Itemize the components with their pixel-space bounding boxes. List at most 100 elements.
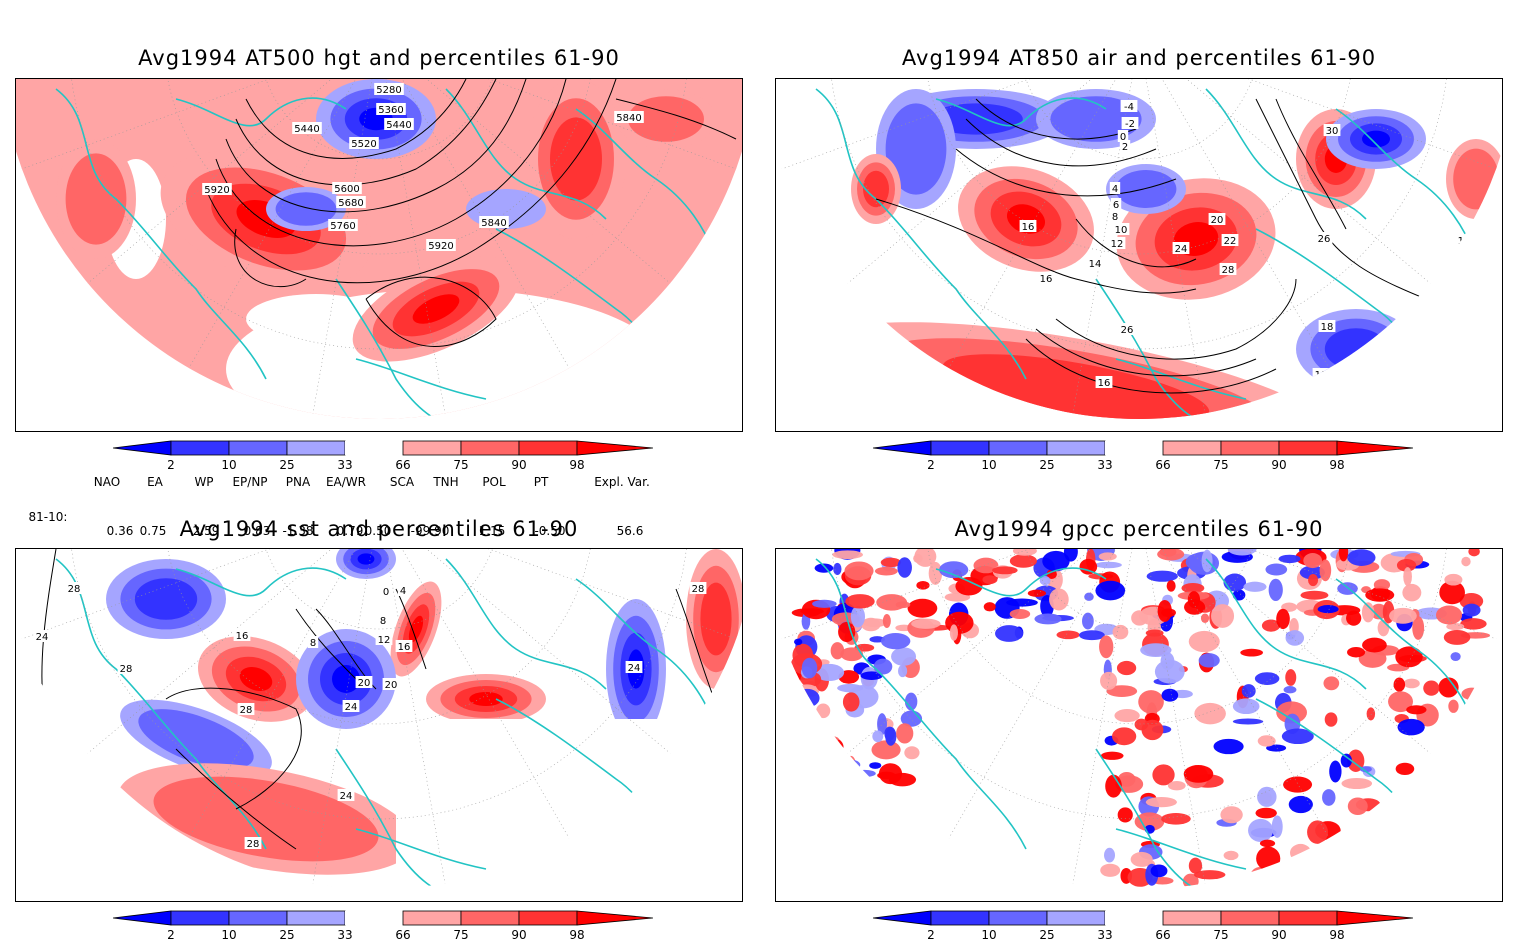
contour-label: 0 <box>383 587 389 598</box>
colorbar-swatch <box>1220 910 1280 926</box>
colorbar-swatch <box>460 910 520 926</box>
index-value: 0.36 <box>106 524 134 538</box>
contour-label: 18 <box>1321 322 1334 333</box>
contour-label: 20 <box>385 680 398 691</box>
colorbar-swatch <box>170 440 230 456</box>
index-value: 56.6 <box>616 524 644 538</box>
contour-label-bg <box>1208 213 1226 225</box>
colorbar-swatch <box>228 910 288 926</box>
contour-label-bg <box>1315 232 1333 244</box>
contour-label-bg <box>292 122 322 134</box>
contour-label-bg <box>1109 210 1121 222</box>
contour-label-bg <box>1323 124 1341 136</box>
colorbar-swatch <box>228 440 288 456</box>
contour-label: 20 <box>358 678 371 689</box>
contour-label: 28 <box>247 839 260 850</box>
colorbar-swatch <box>286 440 346 456</box>
colorbar-swatch <box>1162 910 1222 926</box>
contour-label: 28 <box>68 584 81 595</box>
colorbar-tick-label: 98 <box>569 928 585 942</box>
index-header: TNH <box>433 475 459 489</box>
contour-label: 16 <box>1098 378 1111 389</box>
colorbar-swatch <box>576 910 653 926</box>
contour-label-bg <box>1037 272 1055 284</box>
index-header: POL <box>482 475 506 489</box>
colorbar-swatch <box>402 910 462 926</box>
colorbar-swatches <box>113 910 653 926</box>
contour-label: 5280 <box>376 85 401 96</box>
colorbar-tick-label: 25 <box>1039 928 1055 942</box>
contour-label: 5840 <box>481 218 506 229</box>
contour-label-bg <box>1219 263 1237 275</box>
map-air850: -4-2024681012141616161616181820222426262… <box>775 78 1503 432</box>
contour-label-bg <box>237 703 255 715</box>
map-gpcc <box>775 548 1503 902</box>
colorbar-tick-label: 90 <box>1271 458 1287 472</box>
contour-label-bg <box>376 103 406 115</box>
colorbar-tick-label: 10 <box>221 928 237 942</box>
contour-label: 16 <box>1040 274 1053 285</box>
colorbar-swatch <box>1278 440 1338 456</box>
index-header: Expl. Var. <box>594 475 650 489</box>
contour-label: -4 <box>1124 102 1134 113</box>
contour-label: 5360 <box>378 105 403 116</box>
indices-value-row: 81-10: 0.36 0.75 2.59 0.83 -1.38 0.79 0.50 -99.… <box>0 496 760 538</box>
index-value: 0.75 <box>139 524 167 538</box>
contour-label-bg <box>33 630 51 642</box>
contour-label-bg <box>355 676 373 688</box>
contour-label-bg <box>377 614 389 626</box>
contour-label: 24 <box>340 791 353 802</box>
contour-label-bg <box>1221 234 1239 246</box>
map-sst: 28 24 28 28 24 16 8 0 4 8 12 16 20 20 24 28 28 24 <box>15 548 743 902</box>
colorbar-swatch <box>988 440 1048 456</box>
colorbar-swatch <box>113 910 172 926</box>
panel-title-hgt500: Avg1994 AT500 hgt and percentiles 61-90 <box>138 46 620 70</box>
contour-label-bg <box>1121 117 1139 129</box>
contour-label-bg <box>1318 320 1336 332</box>
contour-label-bg <box>349 137 379 149</box>
contour-label-bg <box>1172 242 1190 254</box>
contour-label: 24 <box>628 663 641 674</box>
contour-label-bg <box>375 633 393 645</box>
colorbar-tick-label: 2 <box>927 928 935 942</box>
indices-header-row: NAO EA WP EP/NP PNA EA/WR SCA TNH POL PT Expl. Var… <box>0 475 760 491</box>
colorbar-swatch <box>518 910 578 926</box>
index-value: 0.83 <box>243 524 271 538</box>
index-value: 2.59 <box>192 524 220 538</box>
contour-label: 8 <box>1112 212 1118 223</box>
contour-label: 10 <box>1115 225 1128 236</box>
colorbar-swatch <box>113 440 172 456</box>
contour-label: 4 <box>400 586 406 597</box>
index-value: 0.79 <box>336 524 364 538</box>
colorbar-tick-label: 2 <box>167 928 175 942</box>
contour-label-bg <box>1110 198 1122 210</box>
contour-label: 5440 <box>386 120 411 131</box>
contour-label-bg <box>307 636 319 648</box>
index-header: PT <box>533 475 549 489</box>
colorbar-tick-label: 33 <box>1097 928 1113 942</box>
colorbar-tick-label: 75 <box>453 458 469 472</box>
contour-label: 12 <box>378 635 391 646</box>
contour-label: 5680 <box>338 198 363 209</box>
contour-label-bg <box>374 83 404 95</box>
contour-label-bg <box>1117 130 1129 142</box>
contour-label-bg <box>336 196 366 208</box>
contour-label: 26 <box>1121 325 1134 336</box>
map-sst-canvas: 28 24 28 28 24 16 8 0 4 8 12 16 20 20 24 28 28 24 <box>16 549 742 889</box>
contour-label: 14 <box>1089 259 1102 270</box>
colorbar-tick-label: 33 <box>1097 458 1113 472</box>
colorbar-swatch <box>1278 910 1338 926</box>
colorbar-air850: 2 10 25 33 66 75 90 98 <box>873 438 1413 478</box>
colorbar-swatch <box>873 440 932 456</box>
panel-title-sst: Avg1994 sst and percentiles 61-90 <box>179 517 579 541</box>
index-header: EP/NP <box>232 475 268 489</box>
colorbar-swatch <box>1220 440 1280 456</box>
contour-label-bg <box>337 789 355 801</box>
contour-label: 4 <box>1112 184 1118 195</box>
contour-label-bg <box>689 582 707 594</box>
panel-title-gpcc: Avg1994 gpcc percentiles 61-90 <box>954 517 1324 541</box>
contour-label: 24 <box>1175 244 1188 255</box>
index-value: -1.38 <box>282 524 314 538</box>
contour-label-bg <box>1119 140 1131 152</box>
map-hgt500-canvas: 5280 5360 5440 5440 5520 5600 5680 5760 5840 5840… <box>16 79 742 419</box>
